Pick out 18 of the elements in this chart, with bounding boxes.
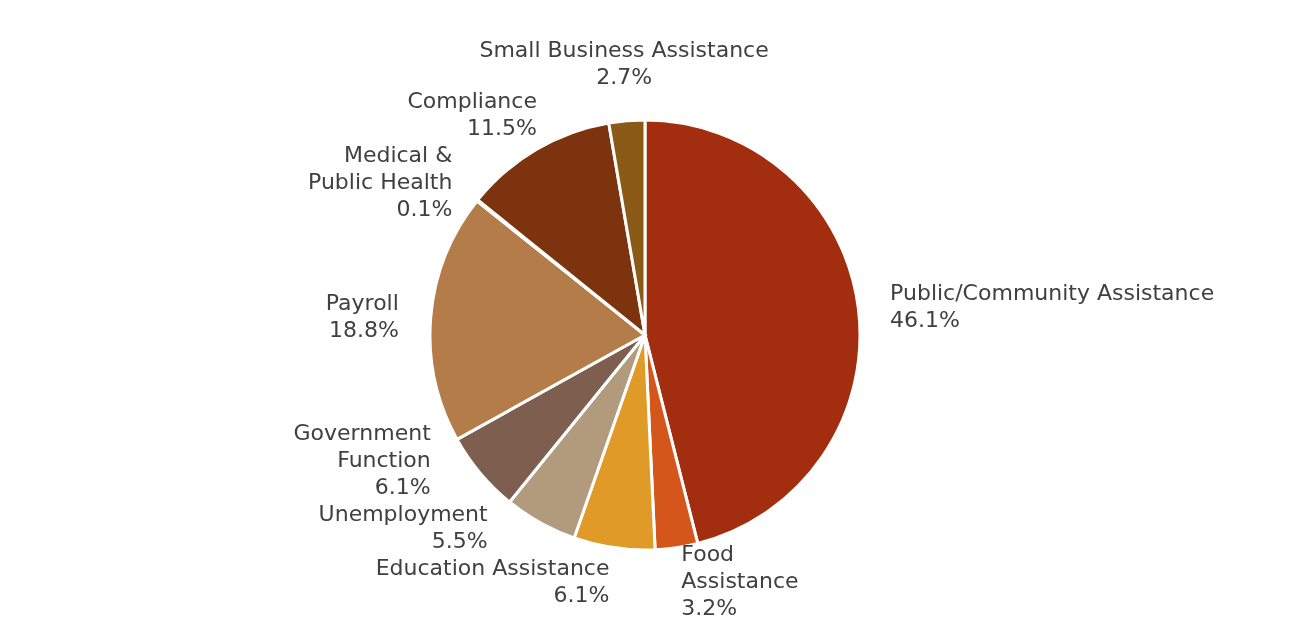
data-label: 6.1% bbox=[553, 581, 610, 607]
data-label: 46.1% bbox=[890, 306, 960, 332]
slice-label: Education Assistance bbox=[375, 554, 610, 580]
data-label: 5.5% bbox=[431, 527, 488, 553]
slice-label: Compliance bbox=[407, 88, 537, 114]
data-label: 6.1% bbox=[374, 473, 431, 499]
data-label: 2.7% bbox=[596, 64, 653, 90]
data-label: 11.5% bbox=[467, 115, 537, 141]
data-label: 0.1% bbox=[396, 196, 453, 222]
slice-label: Public/Community Assistance bbox=[890, 279, 1215, 305]
data-label: 18.8% bbox=[328, 316, 399, 342]
slice-label: Government Function bbox=[293, 419, 432, 472]
slice-label: Small Business Assistance bbox=[479, 37, 769, 63]
slice-label: Unemployment bbox=[318, 500, 489, 526]
slice-label: Food Assistance bbox=[681, 541, 799, 594]
slice-label: Medical & Public Health bbox=[308, 142, 453, 195]
data-label: 3.2% bbox=[681, 595, 738, 621]
slice-label: Payroll bbox=[325, 289, 399, 315]
